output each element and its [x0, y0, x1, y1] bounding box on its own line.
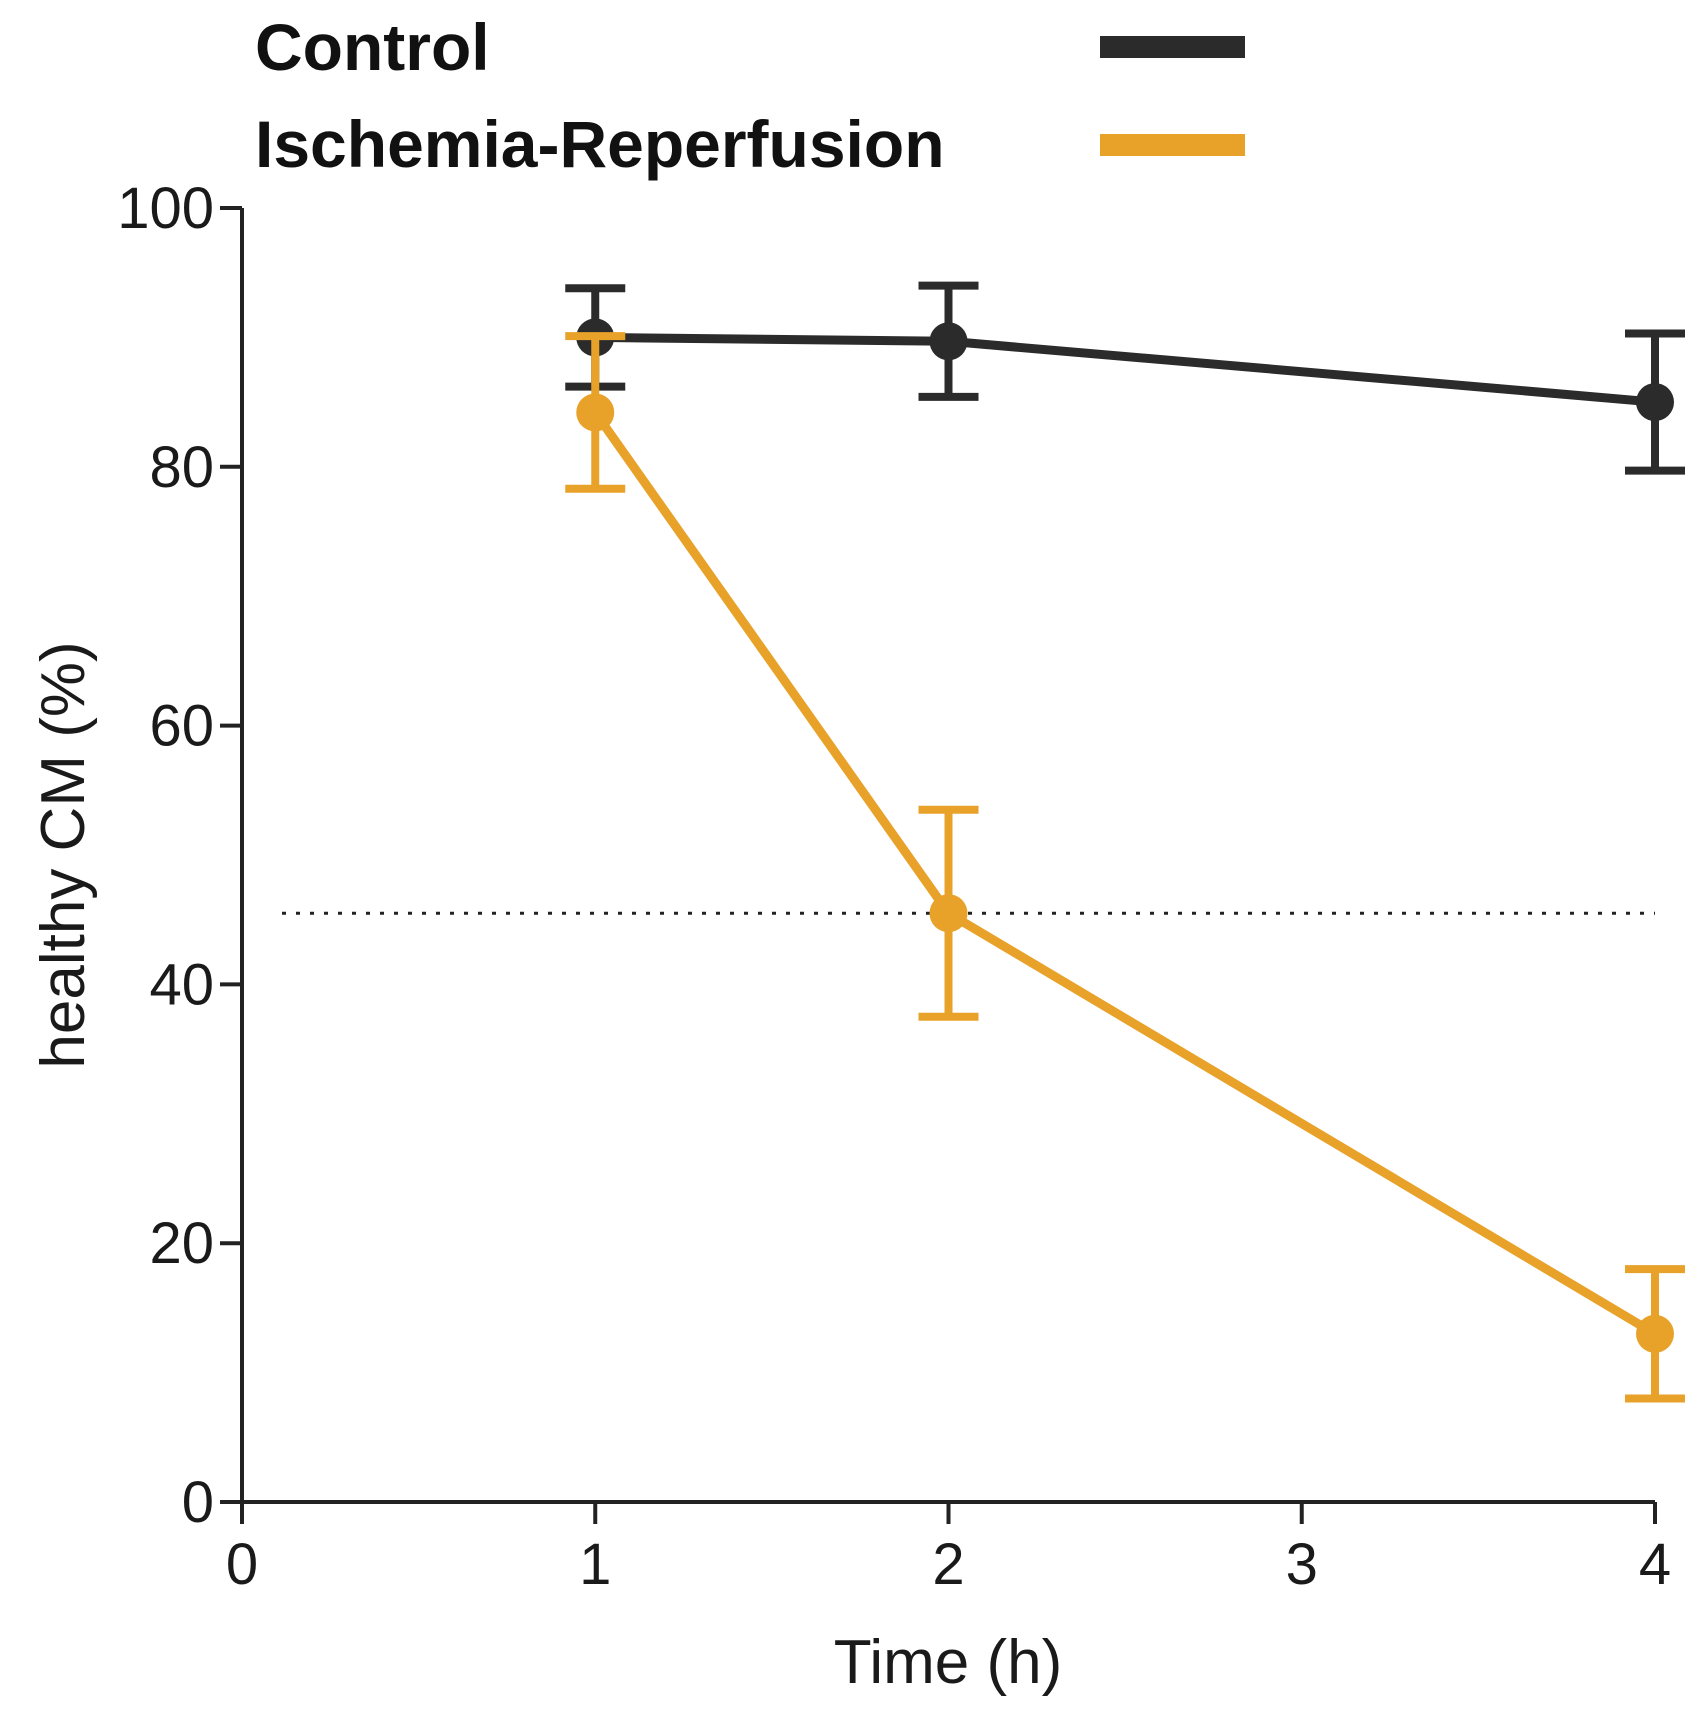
x-axis-ticks: 0 1 2 3 4	[226, 1502, 1671, 1597]
series-control	[565, 281, 1685, 475]
x-tick-label-0: 0	[226, 1532, 258, 1597]
legend: Control Ischemia-Reperfusion	[255, 10, 1245, 181]
y-axis-ticks: 0 20 40 60 80 100	[117, 176, 242, 1535]
series-line-ischemia-reperfusion	[591, 409, 1658, 1338]
y-tick-label-60: 60	[149, 694, 214, 759]
y-axis-title: healthy CM (%)	[29, 641, 98, 1068]
data-point-control-2	[929, 322, 968, 361]
series-line-control	[595, 332, 1656, 407]
legend-label-control: Control	[255, 10, 490, 84]
x-tick-label-3: 3	[1286, 1532, 1318, 1597]
data-point-ischemia-reperfusion-2	[929, 894, 968, 933]
x-tick-label-4: 4	[1639, 1532, 1671, 1597]
y-tick-label-80: 80	[149, 435, 214, 500]
data-point-ischemia-reperfusion-1	[576, 393, 615, 432]
legend-label-ischemia-reperfusion: Ischemia-Reperfusion	[255, 107, 945, 181]
data-point-ischemia-reperfusion-4	[1636, 1314, 1674, 1353]
data-point-control-4	[1636, 383, 1674, 422]
series-ischemia-reperfusion	[565, 332, 1685, 1403]
x-tick-label-1: 1	[579, 1532, 611, 1597]
x-tick-label-2: 2	[932, 1532, 964, 1597]
y-tick-label-20: 20	[149, 1211, 214, 1276]
y-tick-label-100: 100	[117, 176, 214, 241]
y-tick-label-40: 40	[149, 952, 214, 1017]
y-tick-label-0: 0	[182, 1470, 214, 1535]
x-axis-title: Time (h)	[834, 1628, 1062, 1697]
